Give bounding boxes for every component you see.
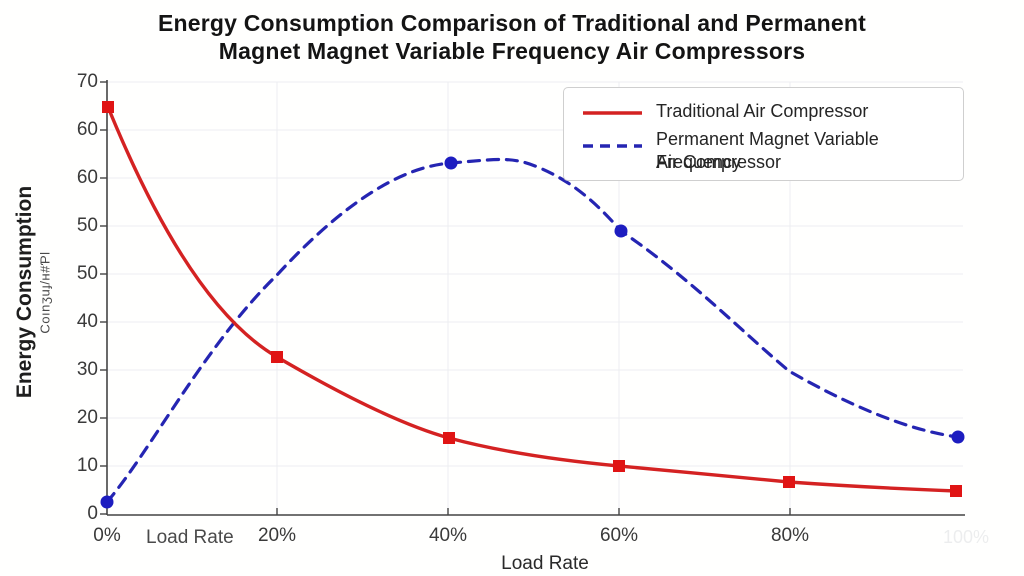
x-tick-label-60: 60%	[599, 525, 639, 546]
legend: Traditional Air Compressor Permanent Mag…	[563, 87, 964, 181]
x-tick-label-20: 20%	[257, 525, 297, 546]
stray-load-rate-label: Load Rate	[146, 527, 234, 548]
legend-label-traditional: Traditional Air Compressor	[656, 101, 869, 121]
x-axis-title: Load Rate	[501, 553, 589, 574]
y-tick-label-0: 0	[87, 503, 98, 524]
x-tick-label-40: 40%	[428, 525, 468, 546]
y-tick-label-30: 30	[76, 359, 98, 380]
ghost-100-label: 100%	[943, 527, 990, 547]
y-tick-label-70: 70	[76, 71, 98, 92]
y-tick-marks	[100, 81, 107, 515]
y-tick-label-10: 10	[76, 455, 98, 476]
y-tick-label-40: 40	[76, 311, 98, 332]
y-tick-label-60a: 60	[76, 119, 98, 140]
legend-swatch-permanent-magnet	[583, 144, 642, 148]
x-tick-marks	[276, 508, 791, 515]
traditional-markers	[102, 101, 962, 497]
legend-swatch-traditional	[583, 111, 642, 115]
y-tick-label-20: 20	[76, 407, 98, 428]
y-axis-subtitle: Coınʒuɟ/ʜ#Ƥl	[37, 251, 53, 334]
y-tick-label-50b: 50	[76, 263, 98, 284]
y-tick-label-60b: 60	[76, 167, 98, 188]
y-tick-label-50a: 50	[76, 215, 98, 236]
permanent-magnet-line	[105, 157, 960, 504]
y-axis-title: Energy Consumption	[13, 185, 36, 399]
permanent-magnet-markers	[100, 156, 965, 509]
legend-label-permanent-magnet-line1: Permanent Magnet Variable Frequency	[656, 129, 879, 172]
x-tick-label-80: 80%	[770, 525, 810, 546]
axes	[106, 80, 965, 516]
x-tick-label-0: 0%	[93, 525, 121, 546]
chart-title-line2: Magnet Magnet Variable Frequency Air Com…	[218, 38, 806, 64]
chart-title-line1: Energy Consumption Comparison of Traditi…	[157, 10, 867, 36]
legend-label-permanent-magnet-line2: Air Compressor	[656, 152, 782, 172]
